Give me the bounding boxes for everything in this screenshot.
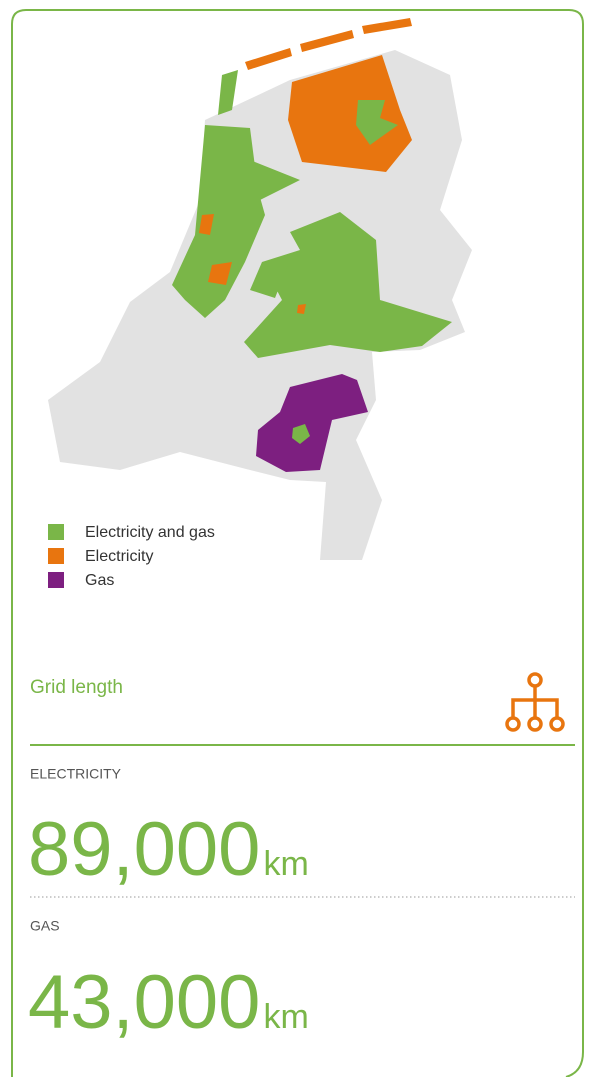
map-base — [48, 50, 472, 560]
legend-swatch — [48, 572, 64, 588]
region — [244, 212, 452, 358]
stat-value: 43,000km — [28, 960, 309, 1045]
region — [297, 304, 306, 314]
stat-number: 89,000 — [28, 807, 260, 892]
map — [48, 18, 472, 560]
region — [300, 30, 354, 52]
stat-unit: km — [263, 845, 308, 883]
region — [256, 374, 368, 472]
section-title: Grid length — [30, 677, 123, 698]
legend-swatch — [48, 548, 64, 564]
region — [292, 424, 310, 444]
region — [172, 125, 265, 318]
stat-label: GAS — [30, 918, 60, 934]
region — [250, 262, 288, 298]
region — [199, 214, 214, 235]
stat-value: 89,000km — [28, 807, 309, 892]
region — [356, 100, 398, 145]
region — [245, 48, 292, 70]
stat-unit: km — [263, 998, 308, 1036]
legend: Electricity and gas Electricity Gas — [48, 524, 215, 589]
legend-label: Electricity — [85, 548, 153, 565]
region — [208, 262, 232, 285]
card-border — [11, 9, 584, 1077]
legend-swatch — [48, 524, 64, 540]
stat-label: ELECTRICITY — [30, 766, 122, 782]
region — [218, 70, 238, 115]
region — [250, 160, 300, 200]
grid-icon — [505, 672, 565, 732]
legend-label: Electricity and gas — [85, 524, 215, 541]
legend-label: Gas — [85, 572, 114, 589]
region — [362, 18, 412, 34]
region — [288, 55, 412, 172]
stat-number: 43,000 — [28, 960, 260, 1045]
